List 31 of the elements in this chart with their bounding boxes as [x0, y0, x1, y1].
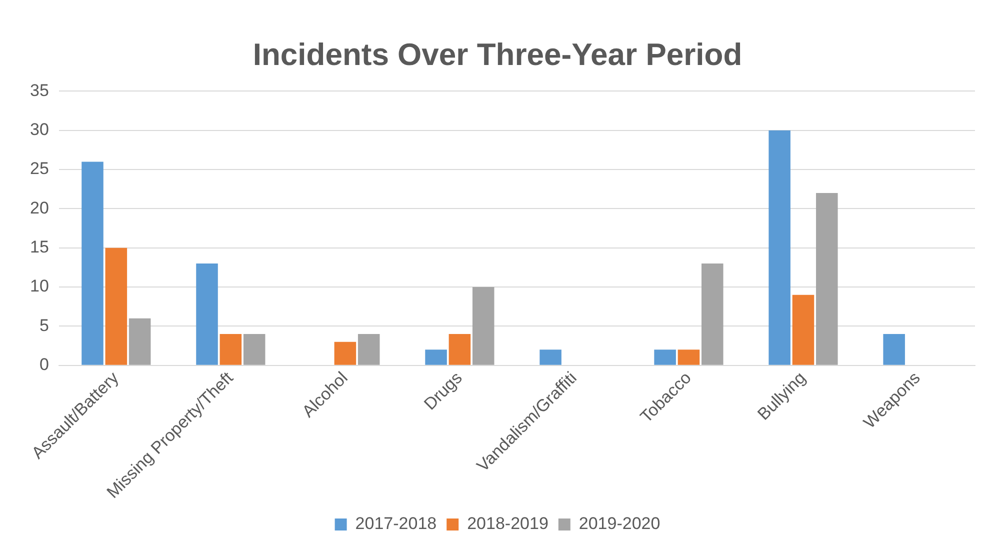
bar — [768, 130, 790, 365]
bar — [82, 162, 104, 365]
y-tick-label: 25 — [30, 159, 49, 178]
bar — [334, 342, 356, 365]
bar — [654, 350, 676, 365]
bar — [883, 334, 905, 365]
bar — [448, 334, 471, 365]
y-tick-label: 15 — [30, 238, 49, 257]
bar — [472, 287, 494, 365]
bar — [128, 318, 151, 365]
bar — [702, 264, 724, 365]
y-tick-label: 10 — [30, 276, 49, 296]
legend-label: 2019-2020 — [578, 514, 660, 534]
legend-label: 2018-2019 — [467, 514, 548, 534]
bar — [678, 350, 700, 365]
bar — [243, 334, 266, 365]
y-tick-label: 5 — [39, 316, 49, 335]
bar — [816, 193, 838, 365]
chart-title: Incidents Over Three-Year Period — [252, 37, 742, 72]
bar — [220, 334, 242, 365]
y-tick-label: 30 — [30, 120, 49, 140]
bar — [540, 350, 562, 365]
bar — [105, 248, 128, 365]
legend-label: 2017-2018 — [355, 514, 437, 534]
bar — [196, 264, 218, 365]
bar — [792, 294, 814, 365]
bar — [425, 350, 447, 365]
y-tick-label: 20 — [30, 198, 49, 218]
bar — [358, 334, 380, 365]
y-tick-label: 35 — [30, 80, 49, 100]
y-tick-label: 0 — [39, 355, 49, 374]
